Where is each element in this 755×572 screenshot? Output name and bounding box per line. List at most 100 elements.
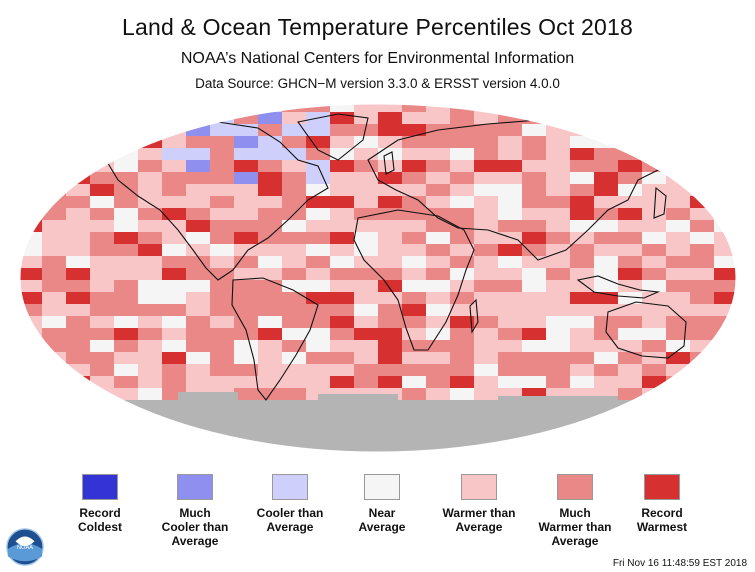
grid-cell: [90, 232, 114, 244]
grid-cell: [282, 376, 306, 388]
grid-cell: [642, 220, 666, 232]
grid-cell: [690, 316, 714, 328]
grid-cell: [714, 280, 736, 292]
grid-cell: [282, 160, 306, 172]
grid-cell: [690, 160, 714, 172]
grid-cell: [450, 340, 474, 352]
grid-cell: [138, 148, 162, 160]
grid-cell: [594, 148, 618, 160]
grid-cell: [618, 256, 642, 268]
grid-cell: [546, 104, 570, 112]
grid-cell: [594, 316, 618, 328]
grid-cell: [426, 388, 450, 400]
grid-cell: [642, 112, 666, 124]
grid-cell: [210, 364, 234, 376]
grid-cell: [498, 172, 522, 184]
grid-cell: [162, 316, 186, 328]
grid-cell: [282, 292, 306, 304]
grid-cell: [594, 364, 618, 376]
grid-cell: [690, 104, 714, 112]
grid-cell: [690, 184, 714, 196]
grid-cell: [306, 304, 330, 316]
grid-cell: [306, 104, 330, 112]
grid-cell: [186, 340, 210, 352]
grid-cell: [162, 256, 186, 268]
grid-cell: [210, 304, 234, 316]
grid-cell: [138, 280, 162, 292]
grid-cell: [186, 268, 210, 280]
grid-cell: [498, 104, 522, 112]
grid-cell: [522, 304, 546, 316]
grid-cell: [138, 340, 162, 352]
grid-cell: [714, 104, 736, 112]
grid-cell: [210, 160, 234, 172]
grid-cell: [186, 160, 210, 172]
grid-cell: [282, 184, 306, 196]
grid-cell: [282, 364, 306, 376]
grid-cell: [306, 172, 330, 184]
grid-cell: [90, 268, 114, 280]
grid-cell: [138, 196, 162, 208]
grid-cell: [642, 148, 666, 160]
grid-cell: [474, 376, 498, 388]
grid-cell: [570, 172, 594, 184]
grid-cell: [402, 220, 426, 232]
grid-cell: [378, 104, 402, 112]
grid-cell: [20, 292, 42, 304]
grid-cell: [474, 184, 498, 196]
grid-cell: [282, 148, 306, 160]
grid-cell: [186, 172, 210, 184]
grid-cell: [426, 232, 450, 244]
grid-cell: [258, 104, 282, 112]
grid-cell: [306, 292, 330, 304]
grid-cell: [66, 172, 90, 184]
grid-cell: [426, 184, 450, 196]
legend-label: Near Average: [358, 506, 406, 534]
grid-cell: [666, 244, 690, 256]
grid-cell: [690, 292, 714, 304]
grid-cell: [402, 292, 426, 304]
grid-cell: [426, 208, 450, 220]
grid-cell: [546, 292, 570, 304]
grid-cell: [234, 376, 258, 388]
grid-cell: [690, 124, 714, 136]
grid-cell: [90, 280, 114, 292]
grid-cell: [234, 172, 258, 184]
grid-cell: [714, 184, 736, 196]
grid-cell: [594, 244, 618, 256]
legend-label: Record Coldest: [77, 506, 122, 534]
grid-cell: [282, 220, 306, 232]
grid-cell: [114, 316, 138, 328]
grid-cell: [618, 364, 642, 376]
grid-cell: [402, 232, 426, 244]
grid-cell: [402, 172, 426, 184]
grid-cell: [474, 112, 498, 124]
grid-cell: [20, 268, 42, 280]
grid-cell: [330, 172, 354, 184]
grid-cell: [546, 148, 570, 160]
grid-cell: [690, 220, 714, 232]
grid-cell: [474, 196, 498, 208]
grid-cell: [258, 364, 282, 376]
grid-cell: [498, 352, 522, 364]
grid-cell: [354, 292, 378, 304]
grid-cell: [282, 328, 306, 340]
grid-cell: [306, 364, 330, 376]
grid-cell: [618, 184, 642, 196]
grid-cell: [90, 220, 114, 232]
grid-cell: [546, 280, 570, 292]
grid-cell: [138, 292, 162, 304]
grid-cell: [210, 328, 234, 340]
grid-cell: [426, 220, 450, 232]
grid-cell: [234, 220, 258, 232]
grid-cell: [354, 340, 378, 352]
grid-cell: [306, 196, 330, 208]
grid-cell: [20, 388, 42, 400]
grid-cell: [546, 184, 570, 196]
grid-cell: [210, 316, 234, 328]
grid-cell: [498, 328, 522, 340]
grid-cell: [402, 364, 426, 376]
grid-cell: [354, 172, 378, 184]
grid-cell: [138, 328, 162, 340]
grid-cell: [474, 172, 498, 184]
